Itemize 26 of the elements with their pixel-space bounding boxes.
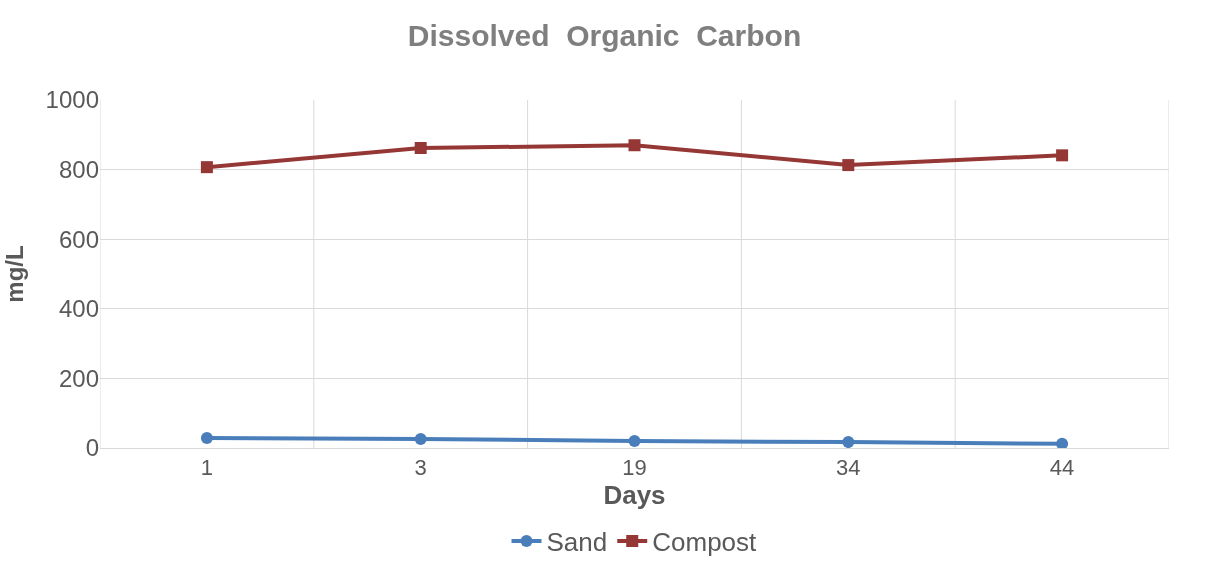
y-tick-label: 200 [58,364,99,392]
x-tick-label: 1 [200,455,214,481]
point [628,435,641,448]
point [1056,437,1069,448]
point [414,142,427,155]
y-tick-label: 1000 [45,86,99,114]
x-axis-title: Days [603,480,666,511]
point [200,161,213,174]
y-tick-label: 800 [58,156,99,183]
y-tick-label: 0 [85,434,99,462]
legend-label: Sand [546,527,608,558]
y-axis-title: mg/L [0,245,28,303]
y-tick-label: 600 [58,225,99,253]
chart-title: Dissolved Organic Carbon [407,18,802,52]
y-tick-label: 400 [58,295,99,323]
x-tick-label: 34 [836,455,861,481]
point [1056,149,1069,162]
x-tick-label: 3 [414,455,427,481]
point [842,436,855,448]
point [842,159,855,172]
point [414,432,427,445]
x-tick-label: 19 [622,455,647,481]
point [628,139,641,152]
x-tick-label: 44 [1049,455,1075,481]
point [200,431,213,444]
legend-label: Compost [652,527,758,558]
